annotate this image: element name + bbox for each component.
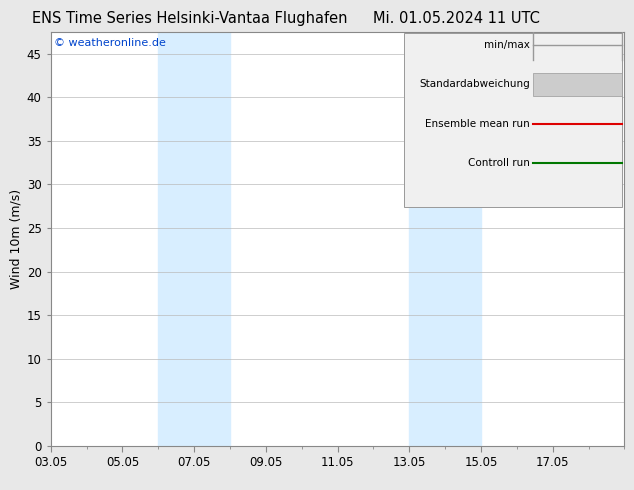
Point [82, 436, 90, 442]
Point [77, 436, 85, 442]
Bar [404, 33, 621, 207]
Point [82, 435, 90, 441]
Point [77, 434, 85, 440]
Text: Controll run: Controll run [468, 158, 530, 168]
Y-axis label: Wind 10m (m/s): Wind 10m (m/s) [10, 189, 23, 289]
Text: © weatheronline.de: © weatheronline.de [54, 38, 165, 48]
Text: min/max: min/max [484, 40, 530, 50]
Text: Ensemble mean run: Ensemble mean run [425, 119, 530, 129]
Bar [158, 32, 230, 446]
Text: ENS Time Series Helsinki-Vantaa Flughafen: ENS Time Series Helsinki-Vantaa Flughafe… [32, 11, 348, 26]
Bar [533, 73, 621, 96]
Point [82, 437, 90, 443]
Point [77, 435, 85, 441]
Text: Mi. 01.05.2024 11 UTC: Mi. 01.05.2024 11 UTC [373, 11, 540, 26]
Point [77, 435, 85, 441]
Point [82, 434, 90, 440]
Point [77, 437, 85, 443]
Text: Standardabweichung: Standardabweichung [419, 79, 530, 90]
Point [82, 435, 90, 441]
Bar [410, 32, 481, 446]
